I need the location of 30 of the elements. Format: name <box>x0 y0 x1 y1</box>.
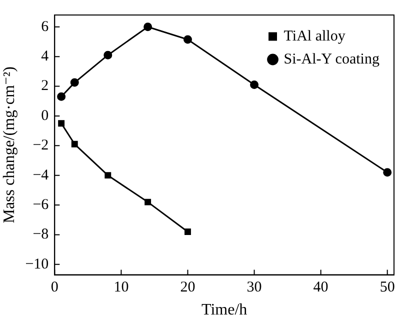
y-tick-label: −10 <box>25 256 49 272</box>
x-tick-label: 30 <box>246 280 262 296</box>
y-axis-title: Mass change/(mg·cm⁻²) <box>0 66 18 224</box>
legend-label: TiAl alloy <box>284 28 346 44</box>
point <box>144 22 152 32</box>
x-tick-label: 10 <box>114 280 129 296</box>
point <box>71 140 78 148</box>
x-tick-label: 50 <box>380 280 395 296</box>
point <box>250 80 259 90</box>
y-tick-label: 2 <box>41 78 49 94</box>
point <box>104 50 112 60</box>
point <box>57 92 66 101</box>
point <box>183 35 192 44</box>
y-tick-label: 6 <box>41 18 50 35</box>
legend-label: Si-Al-Y coating <box>284 51 380 68</box>
x-tick-label: 20 <box>180 280 196 296</box>
point <box>184 228 191 235</box>
x-axis-title: Time/h <box>202 302 248 319</box>
y-tick-label: −4 <box>32 167 50 184</box>
point <box>58 120 65 127</box>
point <box>104 172 112 179</box>
point <box>144 198 152 206</box>
y-tick-label: −6 <box>32 196 50 213</box>
y-tick-label: 0 <box>41 108 49 124</box>
point <box>383 168 392 177</box>
y-tick-label: −2 <box>32 138 49 154</box>
y-tick-label: 4 <box>41 48 50 65</box>
point <box>70 78 79 87</box>
x-tick-label: 40 <box>313 280 328 296</box>
y-tick-label: −8 <box>32 226 49 243</box>
